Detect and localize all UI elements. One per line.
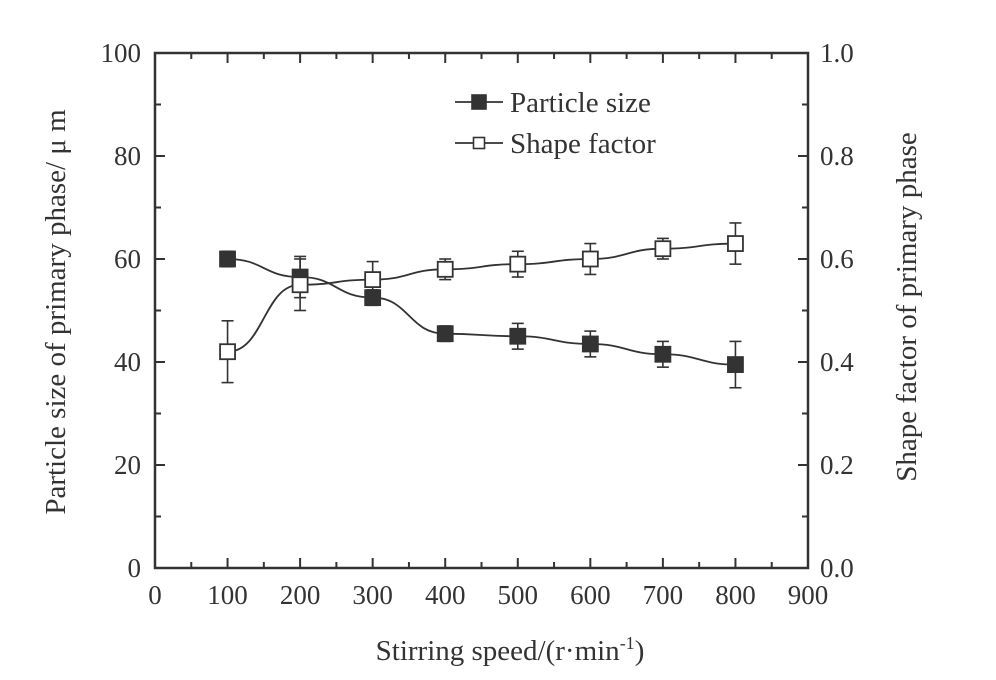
y-tick-label: 100	[101, 38, 142, 68]
data-point-marker	[581, 335, 599, 353]
x-axis-title: Stirring speed/(r·min-1)	[376, 633, 645, 667]
left-y-axis: 0 20 40 60 80 100	[101, 38, 165, 583]
x-tick-label: 500	[498, 580, 539, 610]
x-tick-label: 600	[570, 580, 611, 610]
x-axis-title-text: Stirring speed/(r·min	[376, 635, 621, 667]
y2-tick-label: 0.0	[820, 553, 854, 583]
x-axis-title-close: )	[635, 635, 645, 667]
x-tick-label: 200	[280, 580, 321, 610]
right-y-axis: 0.0 0.2 0.4 0.6 0.8 1.0	[798, 38, 854, 583]
data-point-marker	[219, 250, 236, 268]
series-particle-size	[219, 250, 744, 389]
series-shape-factor	[219, 222, 744, 384]
y-tick-label: 80	[114, 141, 141, 171]
data-point-marker	[364, 271, 382, 289]
x-tick-label: 900	[788, 580, 829, 610]
data-point-marker	[654, 345, 672, 363]
y-tick-label: 60	[114, 244, 141, 274]
data-point-marker	[436, 325, 454, 343]
y2-tick-label: 0.8	[820, 141, 854, 171]
data-point-marker	[291, 276, 309, 294]
y2-tick-label: 0.6	[820, 244, 854, 274]
y2-tick-label: 0.4	[820, 347, 854, 377]
data-point-marker	[436, 260, 454, 278]
legend-marker	[471, 94, 487, 110]
legend-label: Shape factor	[510, 128, 656, 160]
data-point-marker	[727, 356, 744, 373]
y-tick-label: 0	[128, 553, 142, 583]
legend-label: Particle size	[510, 87, 651, 119]
data-point-marker	[727, 235, 744, 252]
x-axis: 0 100 200 300 400 500 600 700 800 900	[148, 53, 828, 610]
plot-frame	[153, 51, 810, 570]
legend-marker	[472, 136, 486, 150]
y2-axis-title: Shape factor of primary phase	[891, 132, 923, 481]
data-point-marker	[219, 343, 236, 361]
x-tick-label: 0	[148, 580, 162, 610]
data-point-marker	[654, 240, 672, 258]
data-point-marker	[581, 250, 599, 268]
y2-tick-label: 0.2	[820, 450, 854, 480]
x-tick-label: 300	[352, 580, 393, 610]
plot-area	[153, 51, 810, 570]
x-tick-label: 100	[207, 580, 248, 610]
series-layer	[219, 222, 744, 389]
x-tick-label: 700	[643, 580, 684, 610]
legend: Particle size Shape factor	[455, 87, 656, 160]
y-tick-label: 20	[114, 450, 141, 480]
y-tick-label: 40	[114, 347, 141, 377]
y-axis-title: Particle size of primary phase/ μ m	[40, 109, 72, 515]
y2-tick-label: 1.0	[820, 38, 854, 68]
x-axis-title-superscript: -1	[620, 633, 635, 653]
data-point-marker	[509, 327, 527, 345]
x-tick-label: 800	[715, 580, 756, 610]
data-point-marker	[509, 255, 527, 273]
legend-item: Particle size	[455, 87, 651, 119]
x-tick-label: 400	[425, 580, 466, 610]
legend-item: Shape factor	[455, 128, 656, 160]
